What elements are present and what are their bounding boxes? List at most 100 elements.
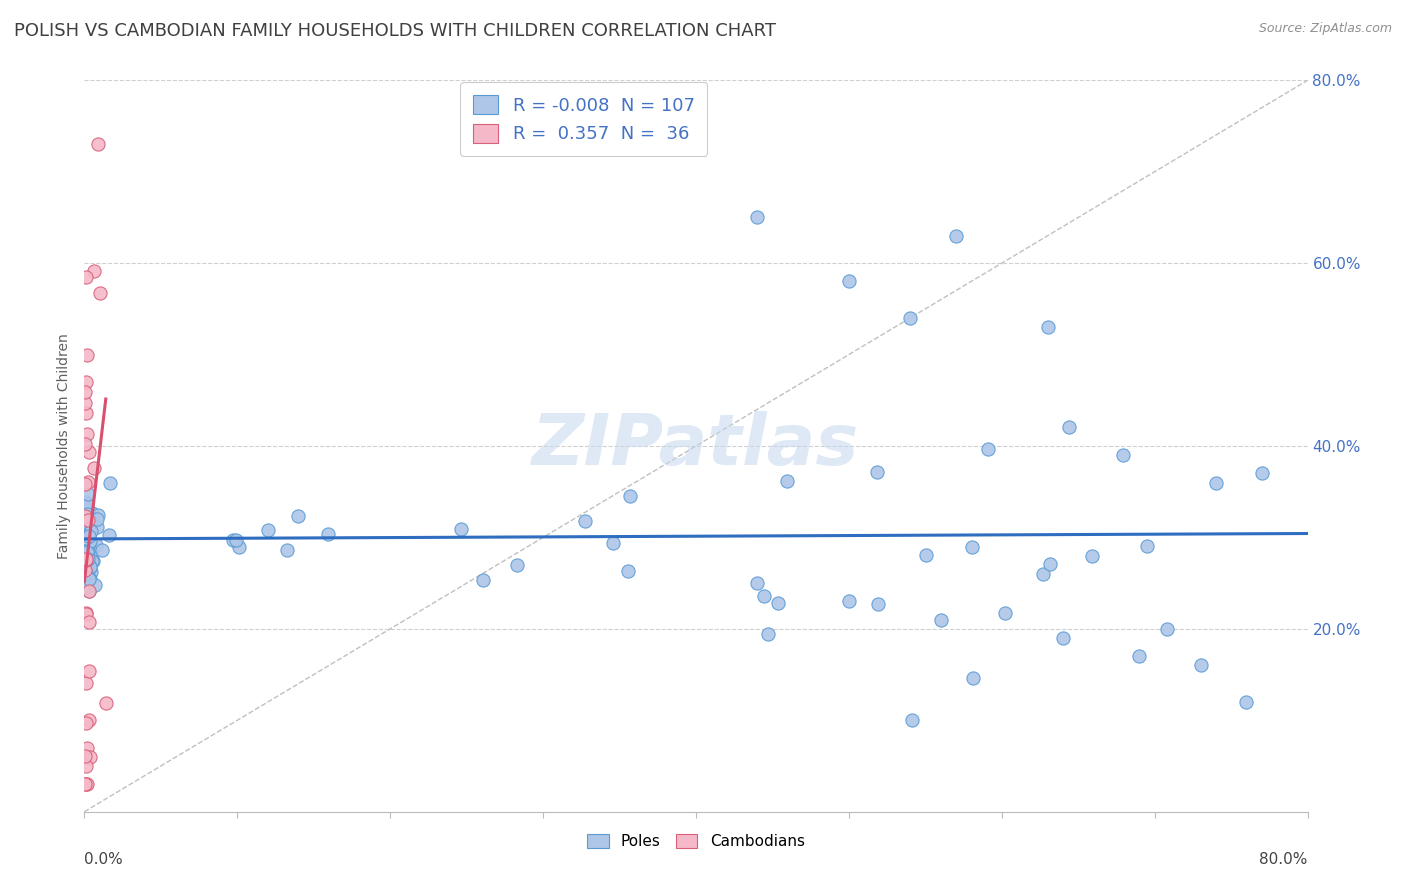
Point [75, 516, 97, 531]
Point [76, 564, 98, 578]
Point [76, 513, 98, 527]
Point [84, 538, 107, 552]
Point [91, 542, 114, 557]
Point [77, 510, 100, 524]
Point [79, 572, 101, 586]
Point [77, 664, 100, 678]
Point [75, 551, 97, 566]
Point [77, 583, 100, 598]
Point [77, 572, 100, 586]
Point [960, 541, 983, 555]
Point [83, 264, 105, 278]
Point [77, 502, 100, 516]
Point [75, 509, 97, 524]
Point [82, 506, 104, 520]
Point [77, 562, 100, 576]
Text: ZIPatlas: ZIPatlas [533, 411, 859, 481]
Point [77, 528, 100, 542]
Point [1128, 649, 1150, 664]
Point [1156, 623, 1178, 637]
Point [77, 535, 100, 549]
Point [79, 544, 101, 558]
Point [1189, 658, 1212, 673]
Point [76, 507, 98, 521]
Point [747, 576, 769, 591]
Point [76, 777, 98, 791]
Point [75, 500, 97, 515]
Point [76, 508, 98, 523]
Point [75, 477, 97, 491]
Point [82, 541, 104, 555]
Point [75, 531, 97, 545]
Point [1039, 557, 1062, 571]
Point [97, 528, 120, 542]
Point [838, 594, 860, 608]
Point [77, 531, 100, 545]
Point [79, 749, 101, 764]
Point [766, 596, 789, 610]
Point [82, 554, 104, 568]
Text: 80.0%: 80.0% [1260, 852, 1308, 867]
Point [75, 508, 97, 523]
Point [77, 584, 100, 599]
Text: Source: ZipAtlas.com: Source: ZipAtlas.com [1258, 22, 1392, 36]
Point [225, 533, 247, 547]
Point [80, 515, 103, 529]
Point [1250, 467, 1272, 481]
Point [505, 558, 527, 573]
Point [75, 580, 97, 594]
Point [76, 524, 98, 539]
Point [866, 597, 889, 611]
Point [756, 627, 779, 641]
Point [75, 777, 97, 791]
Point [76, 526, 98, 541]
Point [221, 533, 243, 548]
Point [75, 552, 97, 566]
Point [77, 511, 100, 525]
Point [76, 487, 98, 501]
Point [75, 563, 97, 577]
Point [76, 531, 98, 545]
Point [1205, 475, 1227, 490]
Point [75, 566, 97, 581]
Text: 0.0%: 0.0% [84, 852, 124, 867]
Point [77, 445, 100, 459]
Point [75, 531, 97, 545]
Point [76, 347, 98, 362]
Point [87, 137, 110, 152]
Point [76, 497, 98, 511]
Point [994, 606, 1017, 620]
Point [1236, 695, 1258, 709]
Point [75, 607, 97, 621]
Point [98, 475, 121, 490]
Point [228, 541, 250, 555]
Point [83, 461, 105, 475]
Point [450, 522, 472, 536]
Point [80, 566, 103, 580]
Point [945, 228, 967, 243]
Point [257, 524, 280, 538]
Point [316, 527, 339, 541]
Point [82, 554, 104, 568]
Point [76, 533, 98, 548]
Point [1112, 448, 1135, 462]
Point [79, 525, 101, 540]
Y-axis label: Family Households with Children: Family Households with Children [58, 333, 72, 559]
Point [86, 520, 108, 534]
Point [75, 437, 97, 451]
Point [77, 518, 100, 533]
Point [287, 508, 309, 523]
Point [76, 740, 98, 755]
Point [276, 543, 298, 558]
Point [962, 671, 984, 685]
Point [79, 559, 101, 574]
Point [87, 508, 110, 522]
Point [75, 777, 97, 791]
Point [76, 516, 98, 531]
Point [838, 275, 860, 289]
Point [75, 385, 97, 400]
Point [75, 607, 97, 621]
Point [75, 495, 97, 509]
Point [75, 560, 97, 574]
Point [914, 548, 936, 562]
